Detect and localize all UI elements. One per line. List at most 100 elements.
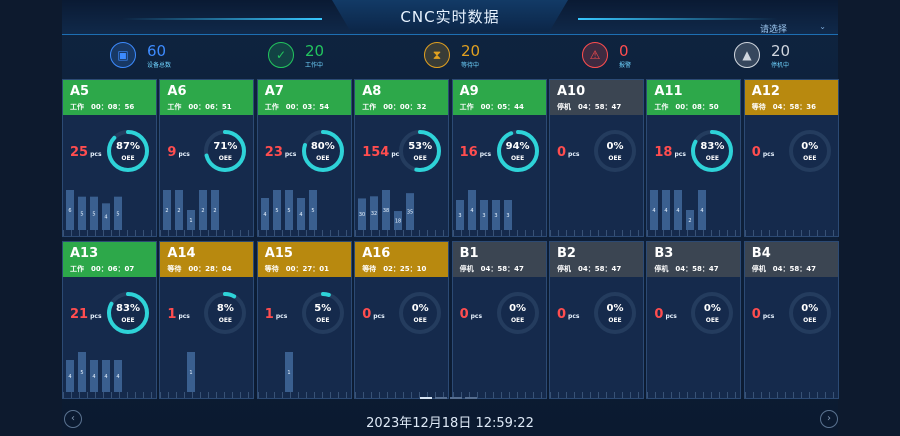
output-bar — [78, 196, 86, 230]
machine-state: 等待 — [751, 103, 766, 111]
stat-label: 设备总数 — [147, 62, 172, 69]
output-bars: 6 5 5 4 5 — [66, 190, 122, 230]
oee-ring — [788, 130, 831, 172]
piece-unit: pcs — [762, 313, 775, 320]
output-bar — [284, 352, 293, 392]
piece-unit: pcs — [178, 313, 190, 320]
output-bar-label: 4 — [677, 208, 680, 214]
machine-card[interactable]: A7 工作 00：03：54 23 pcs 80% OEE 4 5 5 4 5 — [256, 79, 352, 237]
machine-card-header: A13 工作 00：06：07 — [63, 242, 156, 277]
output-bar — [358, 198, 367, 230]
output-bar — [382, 190, 391, 230]
oee-ring — [691, 292, 734, 334]
machine-name: A13 — [70, 246, 99, 261]
oee-ring-track — [788, 130, 831, 172]
chevron-left-icon[interactable]: ‹ — [64, 410, 82, 428]
machine-card[interactable]: A8 工作 00：00：32 154 pcs 53% OEE 30 32 38 18 35 — [354, 79, 450, 237]
piece-count: 21 pcs — [70, 307, 102, 322]
oee-percent: 0% — [703, 303, 721, 314]
machine-runtime: 00：27：01 — [285, 265, 330, 273]
machine-name: A7 — [264, 84, 284, 99]
machine-card-header: A9 工作 00：05：44 — [452, 80, 546, 115]
machine-name: A9 — [459, 84, 479, 99]
machine-state: 停机 — [557, 103, 571, 111]
output-bar — [467, 190, 476, 230]
machine-card[interactable]: A10 停机 04：58：47 0 pcs 0% OEE — [549, 79, 644, 237]
machine-card[interactable]: A13 工作 00：06：07 21 pcs 83% OEE 4 5 4 4 4 — [62, 241, 157, 399]
machine-name: A12 — [751, 84, 780, 99]
machine-state: 工作 — [459, 103, 474, 111]
output-bar-label: 5 — [80, 370, 83, 376]
piece-unit: pcs — [284, 151, 297, 158]
pager-dot[interactable] — [435, 397, 447, 399]
time-axis — [63, 392, 156, 398]
machine-card[interactable]: A14 等待 00：28：04 1 pcs 8% OEE 1 — [159, 241, 255, 399]
machine-card[interactable]: A12 等待 04：58：36 0 pcs 0% OEE — [743, 79, 839, 237]
output-bar-label: 32 — [371, 211, 377, 217]
machine-card[interactable]: A5 工作 00：08：56 25 pcs 87% OEE 6 5 5 4 5 — [62, 79, 157, 237]
output-bar-label: 4 — [104, 215, 107, 221]
machine-name: A6 — [167, 84, 187, 99]
output-bar-label: 4 — [701, 208, 704, 214]
machine-card[interactable]: A11 工作 00：08：50 18 pcs 83% OEE 4 4 4 2 4 — [646, 79, 742, 237]
machine-state: 工作 — [70, 265, 84, 273]
machine-card[interactable]: B4 停机 04：58：47 0 pcs 0% OEE — [743, 241, 839, 399]
machine-state: 停机 — [557, 265, 571, 273]
time-axis — [160, 230, 254, 236]
output-bar — [163, 190, 172, 230]
oee-ring-progress — [301, 292, 344, 334]
machine-state: 工作 — [70, 103, 84, 111]
oee-percent: 80% — [310, 141, 335, 152]
piece-unit: pcs — [674, 151, 686, 158]
machine-card[interactable]: B2 停机 04：58：47 0 pcs 0% OEE — [549, 241, 644, 399]
output-bars: 4 5 5 4 5 — [260, 190, 317, 230]
stat-value: 20 — [461, 42, 481, 60]
output-bar-label: 4 — [92, 374, 95, 380]
time-axis — [257, 230, 351, 236]
output-bars: 4 5 4 4 4 — [66, 352, 122, 392]
output-bar — [102, 360, 110, 392]
piece-unit: pcs — [90, 313, 102, 320]
machine-select[interactable]: 请选择 ⌄ — [760, 22, 830, 36]
output-bar-label: 2 — [214, 208, 217, 214]
piece-count: 1 pcs — [264, 307, 288, 322]
output-bar — [394, 211, 403, 230]
output-bar — [260, 198, 269, 230]
oee-ring-progress — [204, 292, 247, 334]
machine-card-header: B4 停机 04：58：47 — [744, 242, 838, 277]
output-bar — [503, 200, 512, 230]
machine-runtime: 00：03：54 — [285, 103, 330, 111]
piece-count: 0 pcs — [654, 307, 677, 322]
machine-card[interactable]: A9 工作 00：05：44 16 pcs 94% OEE 3 4 3 3 3 — [451, 79, 547, 237]
oee-percent: 87% — [116, 141, 140, 152]
piece-unit: pcs — [373, 313, 385, 320]
output-bar-label: 4 — [104, 374, 107, 380]
machine-card[interactable]: B1 停机 04：58：47 0 pcs 0% OEE — [451, 241, 547, 399]
oee-ring-track — [496, 292, 539, 334]
output-bar-label: 4 — [68, 374, 71, 380]
machine-card[interactable]: A15 等待 00：27：01 1 pcs 5% OEE 1 — [256, 241, 352, 399]
oee-label: OEE — [510, 155, 525, 162]
chevron-right-icon[interactable]: › — [820, 410, 838, 428]
machine-card[interactable]: B3 停机 04：58：47 0 pcs 0% OEE — [646, 241, 742, 399]
output-bar-label: 4 — [116, 374, 119, 380]
pager-dot[interactable] — [450, 397, 462, 399]
time-axis — [744, 230, 838, 236]
output-bar — [187, 210, 196, 230]
machine-card[interactable]: A6 工作 00：06：51 9 pcs 71% OEE 2 2 1 2 2 — [159, 79, 255, 237]
machine-runtime: 04：58：36 — [772, 103, 817, 111]
machine-card-header: A5 工作 00：08：56 — [63, 80, 156, 115]
output-bars: 1 — [284, 352, 293, 392]
machine-runtime: 00：05：44 — [480, 103, 524, 111]
output-bar — [199, 190, 208, 230]
pager-dot[interactable] — [465, 397, 477, 399]
output-bar-label: 3 — [482, 213, 485, 219]
oee-ring-track — [788, 292, 831, 334]
pager-dot[interactable] — [420, 397, 432, 399]
machine-state: 等待 — [264, 265, 279, 273]
stat-value: 0 — [619, 42, 629, 60]
piece-unit: pcs — [762, 151, 775, 158]
oee-percent: 83% — [116, 303, 140, 314]
output-bar-label: 4 — [470, 208, 473, 214]
machine-card[interactable]: A16 等待 02：25：10 0 pcs 0% OEE — [354, 241, 450, 399]
